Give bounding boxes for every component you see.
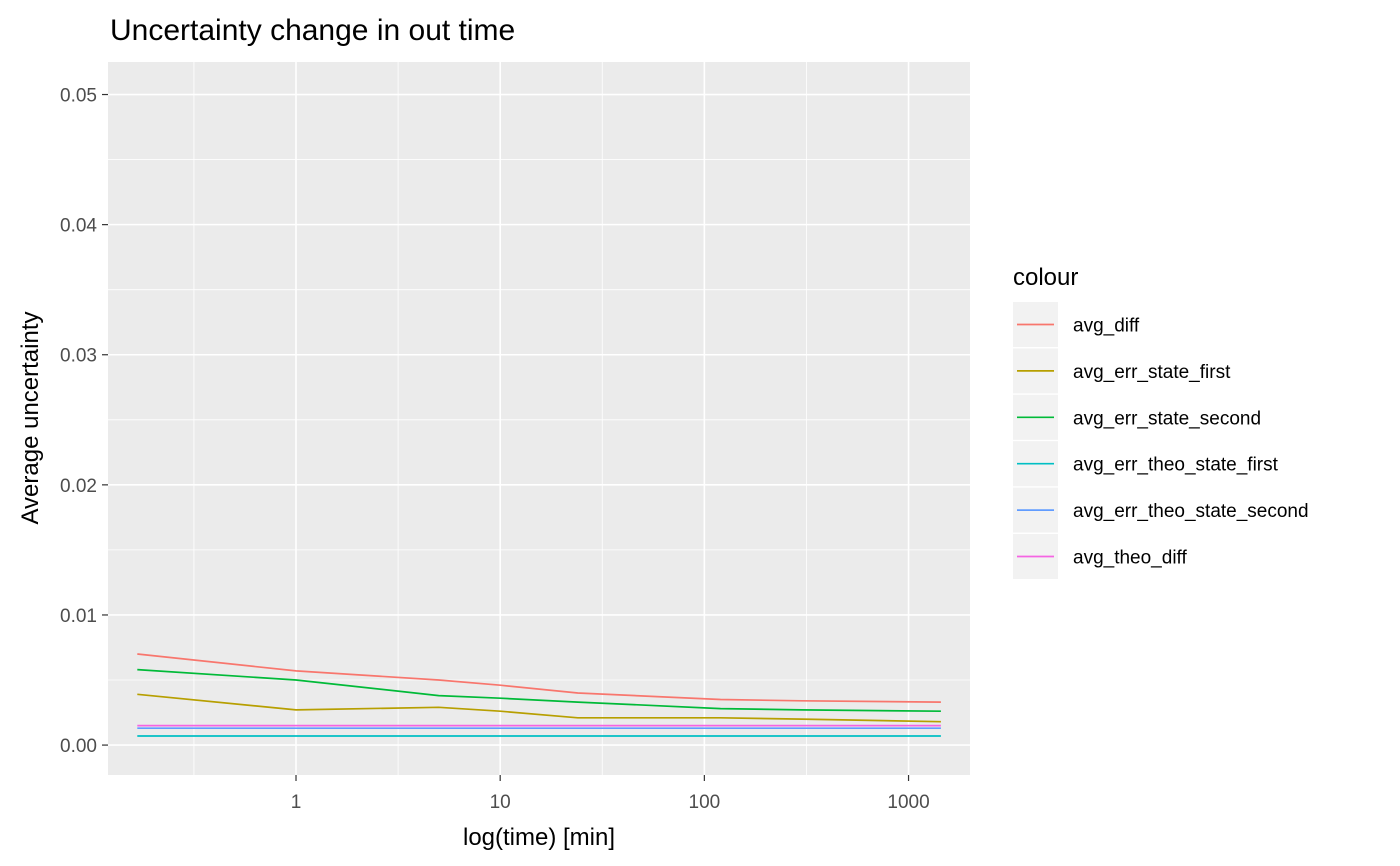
- plot-panel: [108, 62, 970, 775]
- series-line-avg-err-state-second: [137, 668, 941, 713]
- x-tick-label: 10: [490, 792, 511, 813]
- legend-title: colour: [1013, 264, 1078, 291]
- grid-major: [108, 62, 970, 775]
- chart-title: Uncertainty change in out time: [110, 14, 515, 47]
- legend-label: avg_err_state_second: [1073, 408, 1261, 429]
- x-axis-title: log(time) [min]: [463, 824, 615, 851]
- x-tick-label: 100: [689, 792, 721, 813]
- legend-label: avg_diff: [1073, 316, 1140, 337]
- series-lines: [137, 653, 941, 737]
- x-axis: 1 10 100 1000: [291, 775, 930, 813]
- y-tick-label: 0.04: [60, 216, 97, 237]
- y-tick-label: 0.01: [60, 606, 97, 627]
- x-tick-label: 1000: [887, 792, 929, 813]
- grid-minor: [108, 62, 970, 775]
- series-line-avg-diff: [137, 653, 941, 703]
- legend-label: avg_err_theo_state_first: [1073, 455, 1279, 476]
- x-tick-label: 1: [291, 792, 302, 813]
- y-tick-label: 0.03: [60, 346, 97, 367]
- legend: colour avg_diff avg_err_state_first avg_er…: [1013, 264, 1309, 579]
- y-tick-label: 0.02: [60, 476, 97, 497]
- legend-label: avg_theo_diff: [1073, 548, 1187, 569]
- legend-label: avg_err_state_first: [1073, 362, 1231, 383]
- y-axis: 0.00 0.01 0.02 0.03 0.04 0.05: [60, 86, 108, 757]
- series-line-avg-err-state-first: [137, 693, 941, 723]
- y-axis-title: Average uncertainty: [17, 311, 44, 524]
- y-tick-label: 0.05: [60, 86, 97, 107]
- y-tick-label: 0.00: [60, 736, 97, 757]
- legend-label: avg_err_theo_state_second: [1073, 501, 1309, 522]
